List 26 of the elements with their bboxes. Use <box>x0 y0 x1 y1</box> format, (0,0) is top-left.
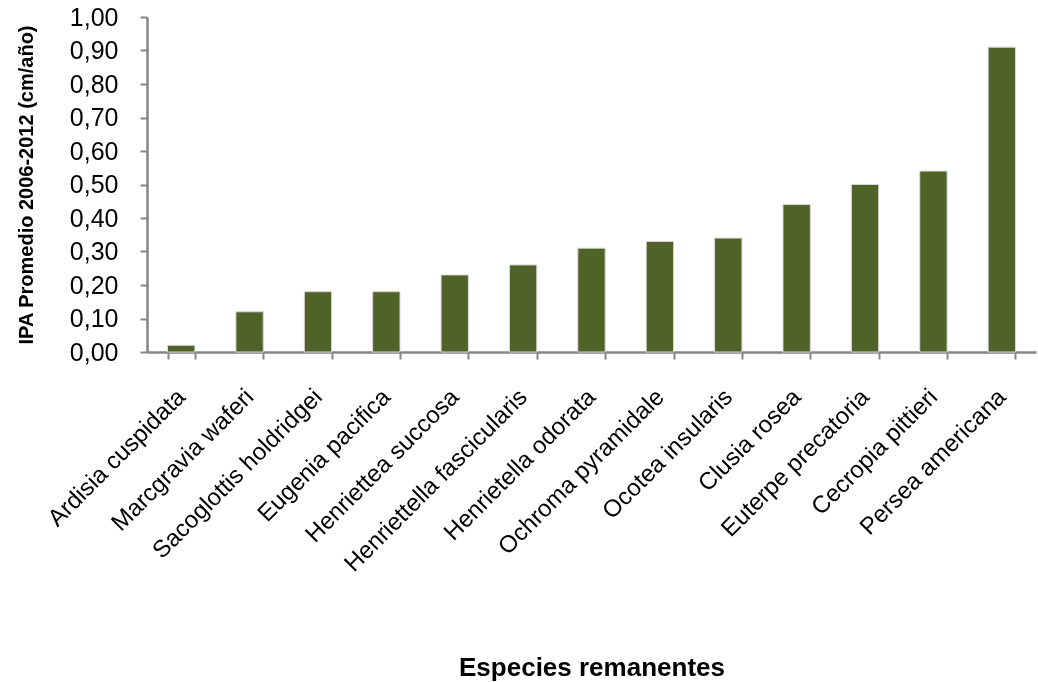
bar <box>440 274 469 353</box>
bar <box>782 204 811 353</box>
y-tick-label: 0,70 <box>69 103 119 131</box>
bar <box>235 311 264 353</box>
y-tick-label: 0,20 <box>69 270 119 299</box>
bar <box>372 291 401 353</box>
bar <box>645 240 675 353</box>
bar <box>577 247 606 353</box>
bar <box>987 46 1016 353</box>
y-axis-title: IPA Promedio 2006-2012 (cm/año) <box>14 25 37 345</box>
bar <box>167 344 196 353</box>
bar <box>508 264 538 353</box>
bar <box>303 291 333 353</box>
bar <box>919 170 948 353</box>
x-axis-title: Especies remanentes <box>459 651 725 682</box>
y-tick-label: 1,00 <box>69 2 119 31</box>
y-tick-label: 0,50 <box>69 170 119 198</box>
y-tick-label: 0,00 <box>69 337 119 366</box>
y-tick-label: 0,90 <box>69 36 119 64</box>
y-tick-label: 0,60 <box>69 136 119 165</box>
y-tick-label: 0,80 <box>69 69 119 98</box>
y-tick-label: 0,40 <box>69 203 119 232</box>
bar <box>714 237 743 353</box>
bar <box>850 184 880 353</box>
y-tick-label: 0,30 <box>69 237 119 265</box>
y-tick-label: 0,10 <box>69 304 119 332</box>
